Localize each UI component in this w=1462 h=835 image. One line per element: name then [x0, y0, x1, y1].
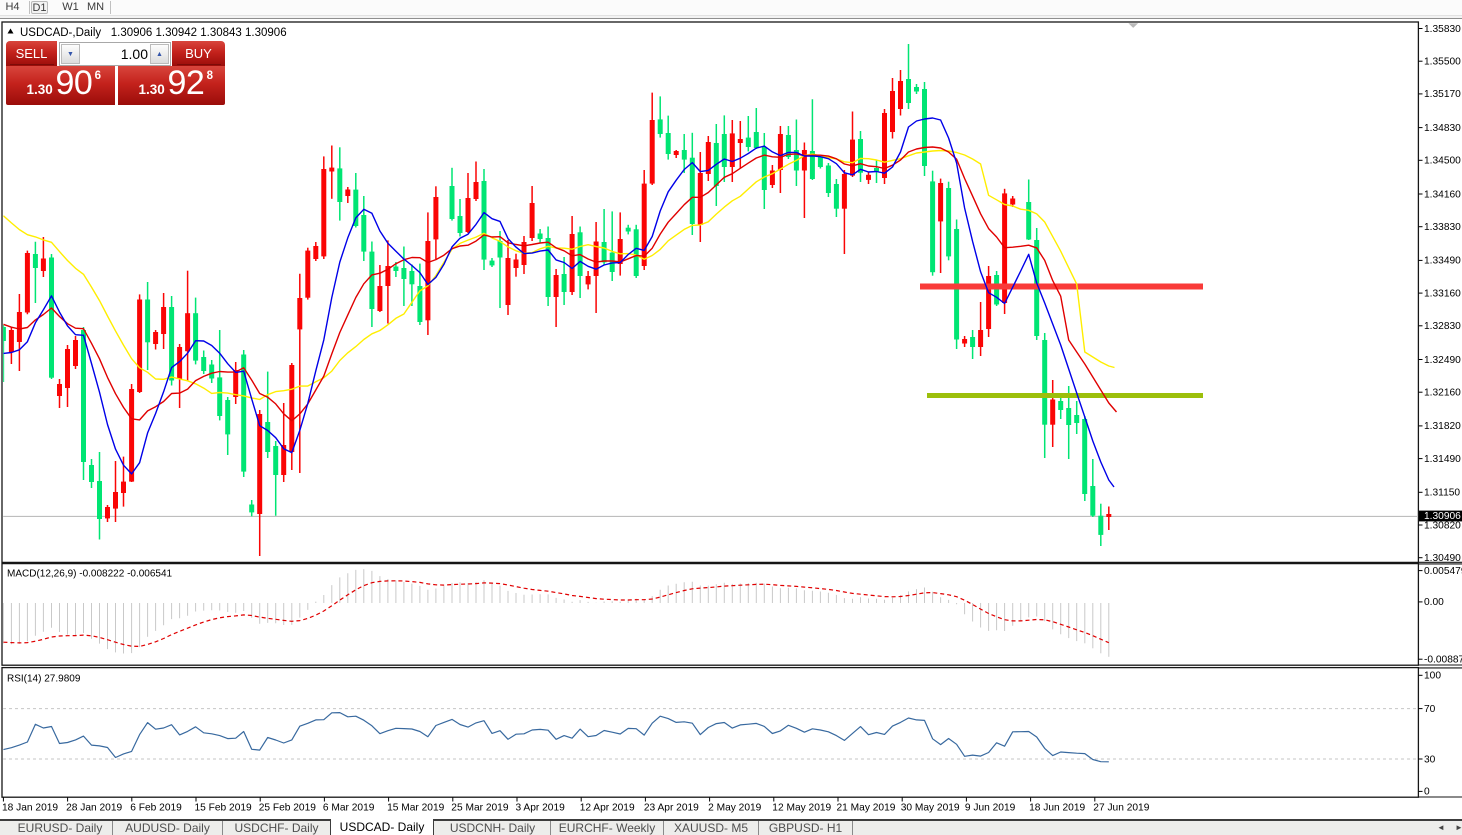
svg-text:6 Mar 2019: 6 Mar 2019 [323, 803, 375, 814]
svg-text:1.34500: 1.34500 [1424, 156, 1461, 167]
svg-text:USDCAD-,Daily 1.30906 1.3094: USDCAD-,Daily 1.30906 1.30942 1.30843 1.… [20, 27, 287, 39]
svg-text:27 Jun 2019: 27 Jun 2019 [1093, 803, 1149, 814]
svg-text:1.35170: 1.35170 [1424, 89, 1461, 100]
svg-text:70: 70 [1424, 704, 1436, 715]
svg-text:1.31150: 1.31150 [1424, 488, 1460, 499]
svg-text:1.30906: 1.30906 [1424, 511, 1461, 522]
svg-text:3 Apr 2019: 3 Apr 2019 [516, 803, 566, 814]
svg-text:2 May 2019: 2 May 2019 [708, 803, 762, 814]
svg-text:1.35500: 1.35500 [1424, 57, 1461, 68]
svg-text:0.00: 0.00 [1424, 597, 1444, 608]
svg-text:1.30490: 1.30490 [1424, 553, 1461, 564]
svg-text:18 Jan 2019: 18 Jan 2019 [2, 803, 58, 814]
svg-text:100: 100 [1424, 671, 1441, 682]
svg-text:15 Mar 2019: 15 Mar 2019 [387, 803, 445, 814]
svg-text:RSI(14) 27.9809: RSI(14) 27.9809 [7, 674, 81, 685]
svg-text:1.33490: 1.33490 [1424, 256, 1461, 267]
svg-text:1.34830: 1.34830 [1424, 123, 1461, 134]
svg-text:0.005479: 0.005479 [1424, 566, 1462, 577]
svg-text:15 Feb 2019: 15 Feb 2019 [195, 803, 253, 814]
svg-text:0: 0 [1424, 787, 1430, 798]
svg-text:21 May 2019: 21 May 2019 [837, 803, 896, 814]
svg-text:1.34160: 1.34160 [1424, 189, 1461, 200]
svg-text:1.30820: 1.30820 [1424, 520, 1461, 531]
svg-text:1.32160: 1.32160 [1424, 388, 1461, 399]
svg-text:18 Jun 2019: 18 Jun 2019 [1029, 803, 1085, 814]
svg-text:30 May 2019: 30 May 2019 [901, 803, 960, 814]
svg-text:30: 30 [1424, 754, 1436, 765]
svg-text:1.35830: 1.35830 [1424, 24, 1461, 35]
svg-text:25 Feb 2019: 25 Feb 2019 [259, 803, 317, 814]
svg-text:1.32490: 1.32490 [1424, 355, 1461, 366]
svg-text:MACD(12,26,9) -0.008222 -0.006: MACD(12,26,9) -0.008222 -0.006541 [7, 569, 173, 580]
svg-text:1.32830: 1.32830 [1424, 321, 1461, 332]
svg-text:1.31820: 1.31820 [1424, 421, 1461, 432]
svg-text:28 Jan 2019: 28 Jan 2019 [66, 803, 122, 814]
svg-text:1.33830: 1.33830 [1424, 222, 1461, 233]
svg-text:6 Feb 2019: 6 Feb 2019 [130, 803, 182, 814]
svg-text:23 Apr 2019: 23 Apr 2019 [644, 803, 699, 814]
svg-text:1.31490: 1.31490 [1424, 454, 1461, 465]
svg-text:12 Apr 2019: 12 Apr 2019 [580, 803, 635, 814]
svg-text:9 Jun 2019: 9 Jun 2019 [965, 803, 1016, 814]
svg-text:-0.008875: -0.008875 [1424, 655, 1462, 666]
svg-text:25 Mar 2019: 25 Mar 2019 [451, 803, 509, 814]
svg-text:12 May 2019: 12 May 2019 [772, 803, 831, 814]
svg-text:1.33160: 1.33160 [1424, 288, 1461, 299]
